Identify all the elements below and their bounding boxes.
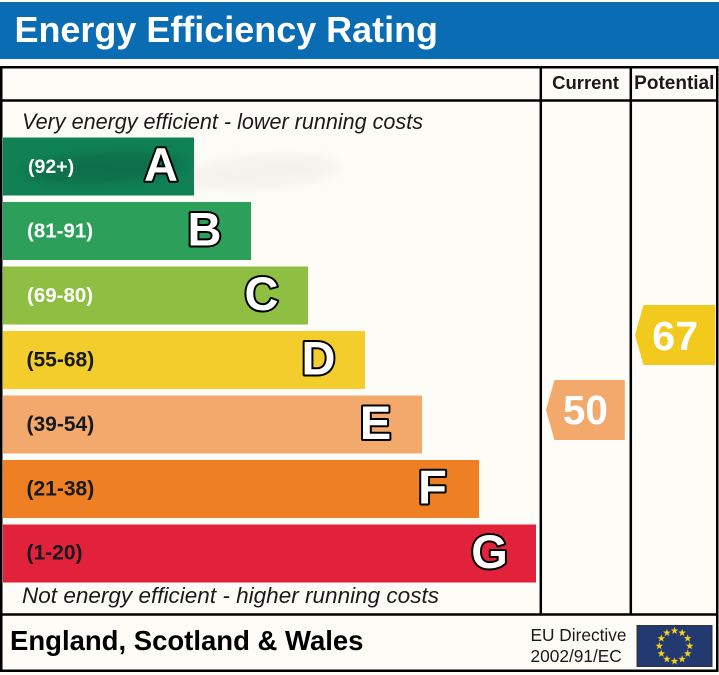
svg-text:D: D — [302, 332, 336, 385]
svg-text:E: E — [360, 396, 391, 449]
svg-text:G: G — [471, 525, 508, 578]
svg-text:(1-20): (1-20) — [27, 542, 83, 565]
svg-text:C: C — [245, 267, 279, 320]
svg-text:2002/91/EC: 2002/91/EC — [531, 646, 622, 666]
svg-text:EU Directive: EU Directive — [531, 625, 627, 645]
svg-text:50: 50 — [563, 387, 608, 433]
svg-text:F: F — [418, 461, 447, 514]
svg-text:Not energy efficient - higher: Not energy efficient - higher running co… — [22, 583, 439, 608]
svg-text:(92+): (92+) — [28, 156, 74, 178]
svg-text:Current: Current — [552, 72, 619, 93]
svg-text:England, Scotland & Wales: England, Scotland & Wales — [10, 625, 363, 656]
svg-text:Potential: Potential — [634, 73, 714, 94]
svg-text:B: B — [188, 203, 222, 256]
svg-text:67: 67 — [652, 313, 698, 359]
svg-text:(39-54): (39-54) — [27, 413, 95, 436]
svg-text:A: A — [144, 138, 178, 191]
svg-text:(21-38): (21-38) — [27, 478, 95, 501]
svg-text:Energy Efficiency Rating: Energy Efficiency Rating — [15, 9, 439, 50]
svg-text:(55-68): (55-68) — [27, 349, 95, 372]
svg-text:Very energy efficient - lower: Very energy efficient - lower running co… — [22, 109, 423, 134]
svg-text:(69-80): (69-80) — [27, 284, 93, 307]
svg-text:(81-91): (81-91) — [27, 220, 93, 243]
